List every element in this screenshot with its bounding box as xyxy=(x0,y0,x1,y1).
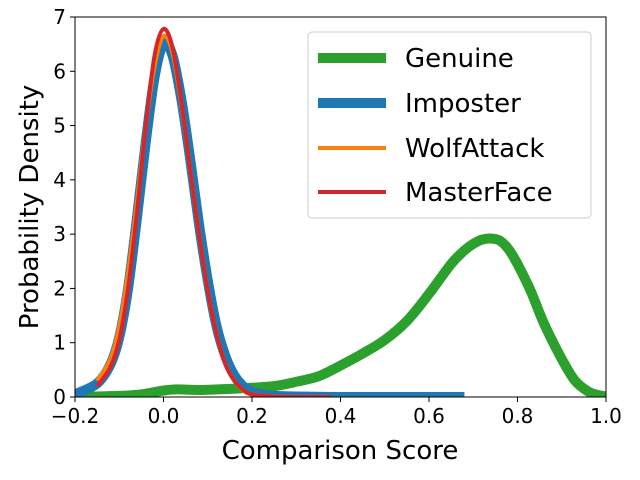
legend-label-wolfattack: WolfAttack xyxy=(405,134,544,164)
x-tick-label: 1.0 xyxy=(590,404,622,428)
x-tick-label: 0.0 xyxy=(148,404,180,428)
x-tick-label: 0.2 xyxy=(236,404,268,428)
y-tick-label: 5 xyxy=(53,114,66,138)
x-tick-label: 0.6 xyxy=(413,404,445,428)
y-tick-label: 6 xyxy=(53,59,66,83)
x-tick-label: 0.8 xyxy=(502,404,534,428)
ticks-layer: −0.2 0.0 0.2 0.4 0.6 0.8 1.0 0 1 2 3 4 5 6 7 xyxy=(51,5,622,428)
y-tick-label: 2 xyxy=(53,276,66,300)
x-axis-label: Comparison Score xyxy=(222,436,459,466)
y-tick-label: 4 xyxy=(53,168,66,192)
x-tick-label: 0.4 xyxy=(325,404,357,428)
legend-label-genuine: Genuine xyxy=(405,44,514,74)
series-line-masterface xyxy=(95,26,332,397)
y-axis-label: Probability Density xyxy=(15,85,45,330)
y-tick-label: 0 xyxy=(53,385,66,409)
y-tick-label: 7 xyxy=(53,5,66,29)
legend-label-masterface: MasterFace xyxy=(405,178,553,208)
y-tick-label: 1 xyxy=(53,331,66,355)
legend-label-imposter: Imposter xyxy=(405,89,521,119)
series-layer xyxy=(75,26,606,397)
y-tick-label: 3 xyxy=(53,222,66,246)
series-line-genuine xyxy=(75,233,606,397)
x-tick-label: −0.2 xyxy=(51,404,100,428)
legend: Genuine Imposter WolfAttack MasterFace xyxy=(307,31,592,219)
legend-box xyxy=(307,31,592,219)
